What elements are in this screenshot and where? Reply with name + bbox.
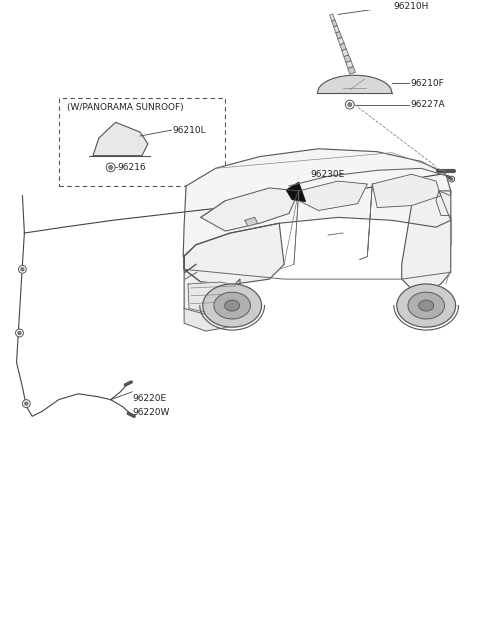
Polygon shape xyxy=(334,25,339,33)
Polygon shape xyxy=(330,14,335,21)
Polygon shape xyxy=(183,149,451,257)
Polygon shape xyxy=(397,284,456,327)
Polygon shape xyxy=(340,43,346,51)
Text: 96210H: 96210H xyxy=(394,2,429,11)
Polygon shape xyxy=(203,284,262,327)
Polygon shape xyxy=(214,292,251,319)
Circle shape xyxy=(18,331,21,335)
Polygon shape xyxy=(332,20,337,27)
Circle shape xyxy=(23,400,30,407)
Polygon shape xyxy=(93,122,148,156)
Polygon shape xyxy=(436,191,451,215)
Text: 96210F: 96210F xyxy=(410,79,444,87)
Circle shape xyxy=(108,166,113,169)
Text: 96220W: 96220W xyxy=(132,409,169,417)
Polygon shape xyxy=(372,174,441,208)
Polygon shape xyxy=(402,191,451,292)
Circle shape xyxy=(19,265,26,273)
Text: 96216: 96216 xyxy=(118,163,146,172)
Polygon shape xyxy=(188,282,238,316)
Polygon shape xyxy=(419,300,433,311)
Polygon shape xyxy=(336,32,342,38)
Polygon shape xyxy=(346,61,353,68)
Polygon shape xyxy=(201,188,299,231)
Polygon shape xyxy=(225,300,240,311)
Polygon shape xyxy=(338,37,344,45)
Polygon shape xyxy=(184,223,284,284)
Text: 96227A: 96227A xyxy=(410,100,445,109)
Circle shape xyxy=(21,268,24,271)
Polygon shape xyxy=(245,218,258,226)
Circle shape xyxy=(24,402,28,405)
Circle shape xyxy=(106,163,115,172)
Circle shape xyxy=(450,178,453,180)
Bar xyxy=(59,98,225,186)
Text: 96210L: 96210L xyxy=(172,126,206,135)
Polygon shape xyxy=(286,182,306,202)
Text: 96230E: 96230E xyxy=(311,170,345,179)
Circle shape xyxy=(345,100,354,109)
Polygon shape xyxy=(299,181,367,211)
Polygon shape xyxy=(348,66,356,74)
Polygon shape xyxy=(342,49,348,56)
Text: 96220E: 96220E xyxy=(132,394,166,403)
Polygon shape xyxy=(184,257,240,323)
Circle shape xyxy=(15,329,24,337)
Circle shape xyxy=(449,176,455,182)
Polygon shape xyxy=(184,309,240,331)
Polygon shape xyxy=(344,55,351,63)
Circle shape xyxy=(348,103,352,107)
Polygon shape xyxy=(408,292,444,319)
Text: (W/PANORAMA SUNROOF): (W/PANORAMA SUNROOF) xyxy=(67,103,183,112)
